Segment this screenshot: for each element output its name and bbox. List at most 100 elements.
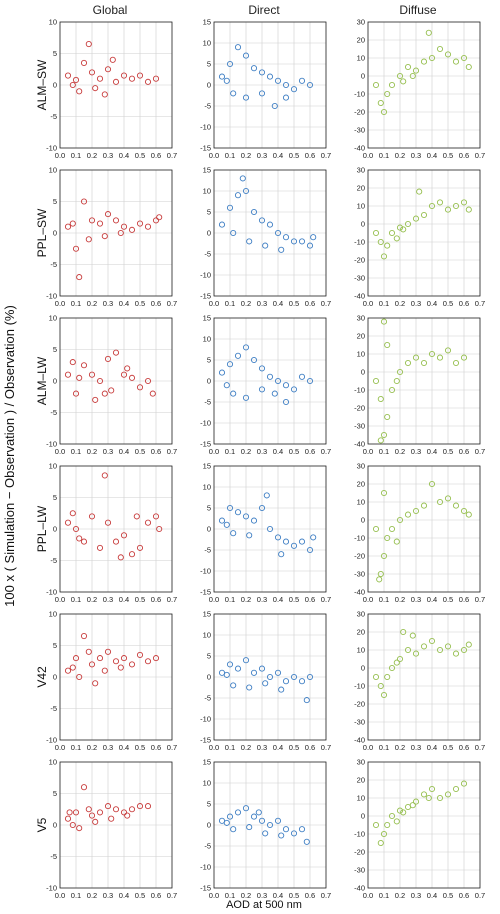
- data-point: [124, 812, 131, 819]
- data-point: [66, 809, 73, 816]
- data-point: [444, 347, 452, 354]
- data-point: [112, 658, 120, 665]
- data-point: [377, 839, 384, 847]
- data-point: [396, 224, 404, 231]
- row-label: V42: [35, 666, 49, 688]
- x-tick-label: 0.1: [379, 299, 389, 308]
- y-tick-label: 10: [357, 646, 365, 655]
- x-tick-label: 0.0: [363, 743, 373, 752]
- data-point: [88, 513, 96, 520]
- y-tick-label: -10: [200, 123, 211, 132]
- y-tick-label: 20: [357, 628, 365, 637]
- y-tick-label: -5: [204, 250, 211, 259]
- data-point: [226, 60, 234, 68]
- y-tick-label: -10: [46, 292, 57, 301]
- data-point: [436, 498, 444, 506]
- data-point: [412, 798, 420, 805]
- x-tick-label: 0.5: [443, 151, 453, 160]
- panel-direct: 0.0 0.1 0.2 0.3 0.4 0.5 0.6 0.7 -15 -10 -5 0 5 10 15: [200, 462, 331, 604]
- data-point: [376, 576, 383, 583]
- data-point: [444, 206, 452, 213]
- data-point: [384, 341, 391, 349]
- data-point: [396, 655, 404, 663]
- data-point: [104, 355, 112, 363]
- x-tick-label: 0.4: [119, 151, 129, 160]
- data-point: [96, 220, 104, 227]
- y-tick-label: 5: [207, 504, 211, 513]
- data-point: [380, 830, 388, 838]
- data-point: [409, 802, 416, 809]
- panel-frame: [59, 21, 173, 149]
- x-tick-label: 0.1: [71, 299, 81, 308]
- data-point: [242, 805, 250, 812]
- data-point: [76, 535, 83, 542]
- data-point: [242, 513, 250, 520]
- data-point: [88, 69, 96, 76]
- data-point: [274, 669, 282, 676]
- data-point: [282, 826, 290, 833]
- y-tick-label: 10: [357, 498, 365, 507]
- data-point: [278, 551, 285, 558]
- data-point: [460, 780, 468, 787]
- y-tick-label: 0: [53, 821, 57, 830]
- panel-frame: [213, 613, 327, 741]
- y-tick-label: -30: [354, 718, 365, 727]
- x-tick-label: 0.2: [395, 891, 405, 900]
- data-point: [396, 368, 404, 376]
- y-tick-label: 5: [207, 356, 211, 365]
- x-tick-label: 0.4: [427, 595, 437, 604]
- y-tick-label: -10: [46, 144, 57, 153]
- x-tick-label: 0.0: [55, 891, 65, 900]
- data-point: [101, 390, 108, 397]
- y-tick-label: -5: [50, 408, 57, 417]
- data-point: [80, 198, 88, 205]
- data-point: [120, 809, 128, 816]
- data-point: [92, 85, 99, 92]
- panel-frame: [59, 169, 173, 297]
- y-tick-label: 10: [357, 794, 365, 803]
- data-point: [377, 395, 384, 403]
- data-point: [274, 377, 282, 385]
- x-tick-label: 0.4: [273, 151, 283, 160]
- y-tick-label: -15: [200, 440, 211, 449]
- data-point: [96, 544, 104, 551]
- y-tick-label: 15: [203, 610, 211, 619]
- x-tick-label: 0.3: [257, 595, 267, 604]
- data-point: [152, 217, 160, 224]
- data-point: [246, 532, 253, 539]
- data-point: [428, 637, 436, 645]
- y-tick-label: -5: [50, 260, 57, 269]
- x-tick-label: 0.6: [305, 595, 315, 604]
- data-point: [239, 175, 246, 182]
- x-tick-label: 0.0: [209, 151, 219, 160]
- y-tick-label: -5: [50, 704, 57, 713]
- data-point: [290, 673, 298, 681]
- data-point: [117, 664, 124, 671]
- y-tick-label: -30: [354, 126, 365, 135]
- x-tick-label: 0.6: [305, 151, 315, 160]
- x-tick-label: 0.1: [225, 299, 235, 308]
- data-point: [409, 72, 416, 80]
- x-tick-label: 0.2: [241, 595, 251, 604]
- data-point: [101, 91, 108, 98]
- x-tick-label: 0.6: [151, 447, 161, 456]
- data-point: [108, 815, 115, 822]
- data-point: [388, 229, 396, 237]
- data-point: [230, 530, 237, 537]
- data-point: [72, 525, 80, 533]
- x-tick-label: 0.2: [87, 743, 97, 752]
- data-point: [230, 90, 237, 97]
- data-point: [278, 686, 285, 693]
- data-point: [80, 362, 88, 369]
- panel-global: 0.0 0.1 0.2 0.3 0.4 0.5 0.6 0.7 -10 -5 0 5 10: [46, 758, 177, 900]
- y-tick-label: 0: [207, 821, 211, 830]
- data-point: [117, 229, 124, 237]
- data-point: [226, 504, 234, 512]
- y-tick-label: 20: [357, 36, 365, 45]
- data-point: [420, 791, 428, 798]
- panel-global: 0.0 0.1 0.2 0.3 0.4 0.5 0.6 0.7 -10 -5 0 5 10: [46, 610, 177, 752]
- data-point: [69, 821, 76, 829]
- data-point: [234, 665, 242, 672]
- data-point: [384, 413, 391, 421]
- x-tick-label: 0.7: [321, 447, 331, 456]
